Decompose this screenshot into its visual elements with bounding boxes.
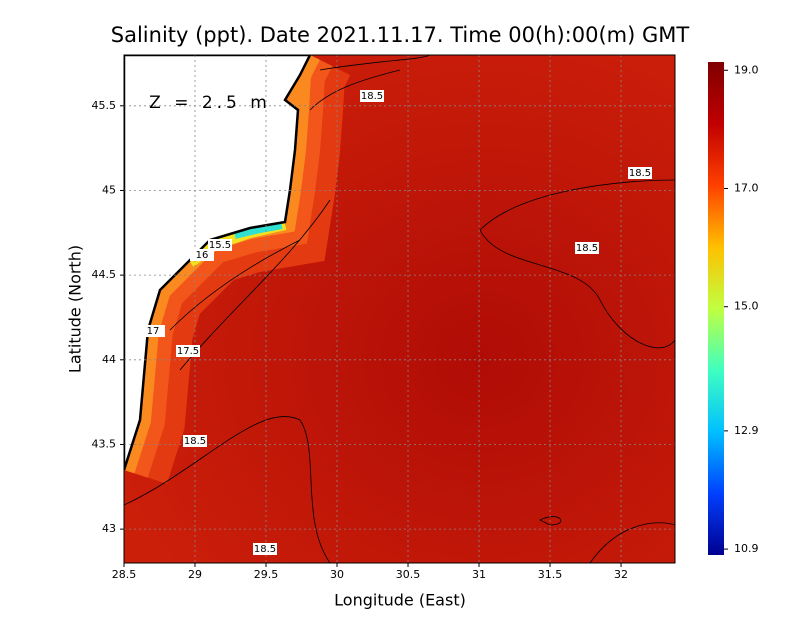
x-tick-label: 29 <box>188 568 202 581</box>
map-field <box>124 55 675 563</box>
contour-label-text: 15.5 <box>209 240 231 251</box>
colorbar-tick-label: 15.0 <box>734 300 759 313</box>
x-tick-label: 31.5 <box>538 568 563 581</box>
contour-label-box <box>208 239 232 251</box>
contour-label-box <box>575 242 599 254</box>
contour-label: 18.5 <box>360 90 384 102</box>
contour-label-text: 18.5 <box>576 243 598 254</box>
contour-label: 16 <box>190 249 214 261</box>
x-axis-label: Longitude (East) <box>334 591 466 610</box>
colorbar-tick-label: 10.9 <box>734 542 759 555</box>
y-tick-label: 45 <box>102 183 116 196</box>
annotation: Z = 2.5 m <box>149 93 271 113</box>
contour-label-box <box>183 435 207 447</box>
x-tick-label: 32 <box>614 568 628 581</box>
contour-label: 18.5 <box>183 435 207 447</box>
chart-title: Salinity (ppt). Date 2021.11.17. Time 00… <box>111 23 690 47</box>
contour-label: 15.5 <box>208 239 232 251</box>
contour-label-box <box>190 249 214 261</box>
contour-label-box <box>176 345 200 357</box>
y-tick-label: 44 <box>102 353 116 366</box>
contour-label-text: 18.5 <box>361 91 383 102</box>
x-tick-label: 28.5 <box>112 568 137 581</box>
x-tick-label: 29.5 <box>254 568 279 581</box>
contour-label: 17 <box>141 325 165 337</box>
y-axis-label: Latitude (North) <box>66 245 85 373</box>
contour-label: 18.5 <box>575 242 599 254</box>
x-tick-label: 31 <box>472 568 486 581</box>
contour-label-text: 17 <box>147 326 160 337</box>
contour-label-text: 18.5 <box>254 544 276 555</box>
contour-label-text: 18.5 <box>184 436 206 447</box>
contour-label-box <box>141 325 165 337</box>
y-tick-label: 43 <box>102 522 116 535</box>
x-tick-label: 30.5 <box>396 568 421 581</box>
x-tick-label: 30 <box>330 568 344 581</box>
contour-label-text: 17.5 <box>177 346 199 357</box>
contour-label: 17.5 <box>176 345 200 357</box>
colorbar <box>708 62 724 555</box>
contour-label-box <box>253 543 277 555</box>
contour-label-text: 16 <box>196 250 209 261</box>
plot-frame <box>123 54 676 564</box>
contour-label-text: 18.5 <box>629 168 651 179</box>
contour-label: 18.5 <box>628 167 652 179</box>
y-tick-label: 43.5 <box>92 437 117 450</box>
y-tick-label: 45.5 <box>92 99 117 112</box>
y-tick-label: 44.5 <box>92 268 117 281</box>
contour-label: 18.5 <box>253 543 277 555</box>
colorbar-tick-label: 19.0 <box>734 63 759 76</box>
contour-label-box <box>628 167 652 179</box>
contour-label-box <box>360 90 384 102</box>
colorbar-tick-label: 17.0 <box>734 182 759 195</box>
colorbar-tick-label: 12.9 <box>734 424 759 437</box>
